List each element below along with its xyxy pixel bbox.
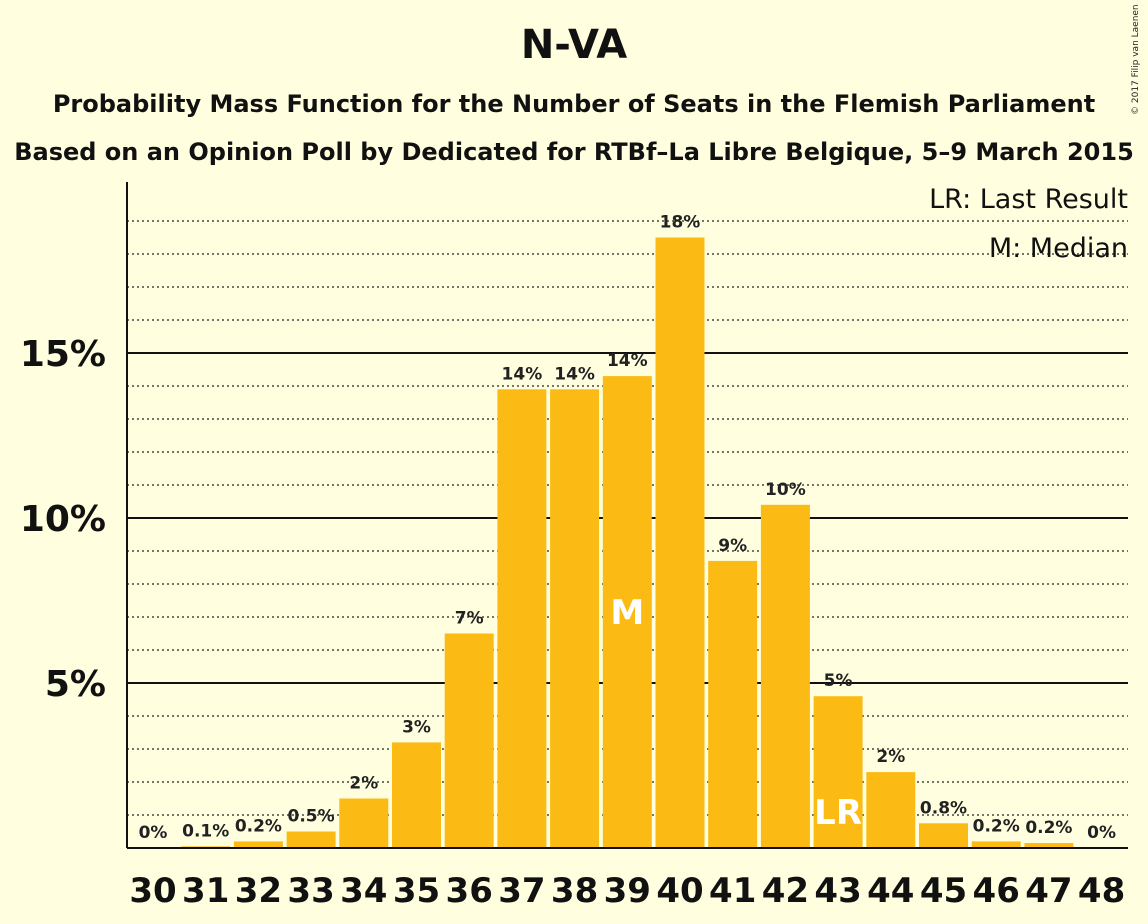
bar-seats-47 <box>1024 843 1074 848</box>
x-tick-label-40: 40 <box>656 871 703 911</box>
data-label-44: 2% <box>876 747 905 767</box>
bar-seats-33 <box>286 831 336 848</box>
data-label-39: 14% <box>607 351 648 371</box>
data-label-38: 14% <box>554 364 595 384</box>
median-marker: M <box>610 593 644 633</box>
last-result-marker: LR <box>814 793 862 833</box>
x-tick-label-37: 37 <box>498 871 545 911</box>
data-label-41: 9% <box>718 536 747 556</box>
chart-title: N-VA <box>520 22 628 68</box>
bar-seats-39 <box>602 376 652 848</box>
bar-seats-46 <box>971 841 1021 848</box>
data-label-33: 0.5% <box>288 807 335 827</box>
legend-last-result: LR: Last Result <box>929 184 1128 215</box>
x-tick-label-43: 43 <box>814 871 861 911</box>
data-label-32: 0.2% <box>235 816 282 836</box>
x-tick-label-34: 34 <box>340 871 387 911</box>
data-label-47: 0.2% <box>1025 818 1072 838</box>
x-tick-label-32: 32 <box>235 871 282 911</box>
x-tick-label-41: 41 <box>709 871 756 911</box>
x-tick-label-46: 46 <box>973 871 1020 911</box>
data-label-37: 14% <box>502 364 543 384</box>
y-tick-label: 5% <box>45 664 106 705</box>
y-tick-label: 10% <box>20 499 106 540</box>
x-tick-label-38: 38 <box>551 871 598 911</box>
bar-seats-36 <box>444 633 494 848</box>
bar-seats-44 <box>866 772 916 848</box>
data-label-43: 5% <box>824 671 853 691</box>
bar-seats-40 <box>655 237 705 848</box>
x-tick-label-42: 42 <box>762 871 809 911</box>
data-label-42: 10% <box>765 480 806 500</box>
data-label-34: 2% <box>349 774 378 794</box>
x-tick-label-47: 47 <box>1025 871 1072 911</box>
data-label-40: 18% <box>660 213 701 233</box>
data-label-35: 3% <box>402 717 431 737</box>
x-tick-label-44: 44 <box>867 871 914 911</box>
legend-median: M: Median <box>989 233 1128 264</box>
x-tick-label-33: 33 <box>287 871 334 911</box>
x-tick-label-48: 48 <box>1078 871 1125 911</box>
bar-seats-35 <box>392 742 441 848</box>
x-tick-label-36: 36 <box>446 871 493 911</box>
data-label-45: 0.8% <box>920 798 967 818</box>
bar-seats-38 <box>550 389 600 848</box>
data-label-48: 0% <box>1087 823 1116 843</box>
bar-seats-43 <box>813 696 863 848</box>
x-tick-label-39: 39 <box>604 871 651 911</box>
data-label-36: 7% <box>455 609 484 629</box>
x-tick-label-30: 30 <box>129 871 176 911</box>
x-tick-label-31: 31 <box>182 871 229 911</box>
data-label-46: 0.2% <box>973 816 1020 836</box>
bar-seats-42 <box>760 504 810 848</box>
bar-seats-37 <box>497 389 547 848</box>
bar-seats-41 <box>708 560 758 848</box>
data-label-30: 0% <box>139 823 168 843</box>
bar-seats-32 <box>233 841 283 848</box>
bar-seats-34 <box>339 798 389 848</box>
data-label-31: 0.1% <box>182 821 229 841</box>
x-tick-label-35: 35 <box>393 871 440 911</box>
chart-source-line: Based on an Opinion Poll by Dedicated fo… <box>14 138 1134 166</box>
chart-subtitle: Probability Mass Function for the Number… <box>52 90 1096 118</box>
bar-seats-45 <box>919 823 968 848</box>
y-tick-label: 15% <box>20 334 106 375</box>
x-tick-label-45: 45 <box>920 871 967 911</box>
